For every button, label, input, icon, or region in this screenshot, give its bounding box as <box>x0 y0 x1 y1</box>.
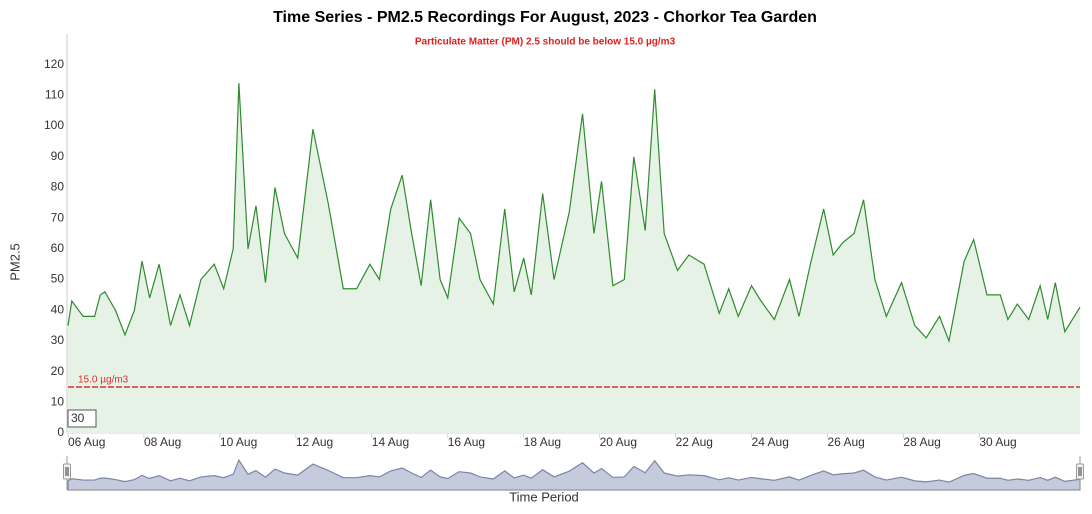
y-tick-label: 110 <box>45 88 64 102</box>
x-tick-label: 16 Aug <box>448 435 485 449</box>
x-tick-label: 26 Aug <box>827 435 864 449</box>
navigator-handle <box>63 463 71 480</box>
chart-title: Time Series - PM2.5 Recordings For Augus… <box>273 9 817 26</box>
x-axis-label: Time Period <box>509 489 579 504</box>
y-tick-label: 10 <box>51 394 65 408</box>
x-tick-label: 30 Aug <box>979 435 1016 449</box>
navigator-area <box>67 458 1081 491</box>
y-tick-label: 120 <box>44 57 64 71</box>
x-tick-label: 24 Aug <box>752 435 789 449</box>
y-axis-label: PM2.5 <box>7 243 22 281</box>
y-tick-label: 80 <box>51 180 65 194</box>
chart-subtitle: Particulate Matter (PM) 2.5 should be be… <box>415 37 676 48</box>
x-tick-label: 22 Aug <box>676 435 713 449</box>
y-tick-label: 70 <box>51 210 65 224</box>
threshold-label: 15.0 µg/m3 <box>78 375 129 386</box>
x-tick-label: 18 Aug <box>524 435 561 449</box>
x-tick-label: 12 Aug <box>296 435 333 449</box>
range-label: 30 <box>71 411 85 425</box>
series-line <box>67 83 1081 344</box>
y-tick-label: 60 <box>51 241 65 255</box>
y-tick-label: 0 <box>57 425 64 439</box>
navigator-handle <box>1076 463 1084 480</box>
range-box <box>67 409 97 428</box>
y-tick-label: 30 <box>51 333 65 347</box>
x-tick-label: 20 Aug <box>600 435 637 449</box>
x-tick-label: 06 Aug <box>68 435 105 449</box>
y-tick-label: 20 <box>51 364 65 378</box>
y-tick-label: 100 <box>44 118 64 132</box>
y-tick-label: 90 <box>51 149 65 163</box>
area-fill <box>68 83 1080 433</box>
y-tick-label: 40 <box>51 302 65 316</box>
x-tick-label: 08 Aug <box>144 435 181 449</box>
x-tick-label: 14 Aug <box>372 435 409 449</box>
x-tick-label: 10 Aug <box>220 435 257 449</box>
y-tick-label: 50 <box>51 272 65 286</box>
x-tick-label: 28 Aug <box>903 435 940 449</box>
